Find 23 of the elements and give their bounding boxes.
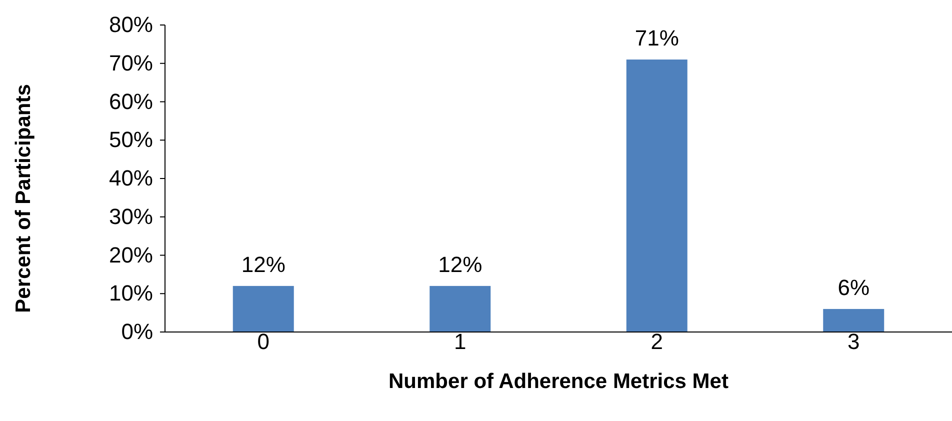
x-tick-label: 2 <box>650 329 663 354</box>
data-label: 6% <box>838 274 870 300</box>
y-tick-label: 0% <box>121 319 153 344</box>
x-tick-label: 1 <box>454 329 466 354</box>
data-label: 12% <box>241 252 286 277</box>
y-tick-label: 70% <box>108 50 153 76</box>
x-axis-title: Number of Adherence Metrics Met <box>388 370 728 393</box>
y-axis-title: Percent of Participants <box>12 84 35 313</box>
x-tick-label: 3 <box>848 329 860 354</box>
x-tick-label: 0 <box>257 329 270 354</box>
data-label: 71% <box>634 26 679 51</box>
bar <box>232 286 294 332</box>
y-tick-label: 10% <box>108 280 153 306</box>
y-tick-label: 20% <box>108 242 153 268</box>
bar <box>626 60 688 332</box>
y-tick-label: 60% <box>108 88 153 114</box>
bar <box>823 308 884 332</box>
y-tick-label: 50% <box>108 127 153 152</box>
bar <box>430 286 491 332</box>
y-tick-label: 40% <box>108 166 153 191</box>
data-label: 12% <box>438 252 482 277</box>
y-tick-label: 30% <box>108 204 153 229</box>
y-tick-label: 80% <box>108 12 153 38</box>
